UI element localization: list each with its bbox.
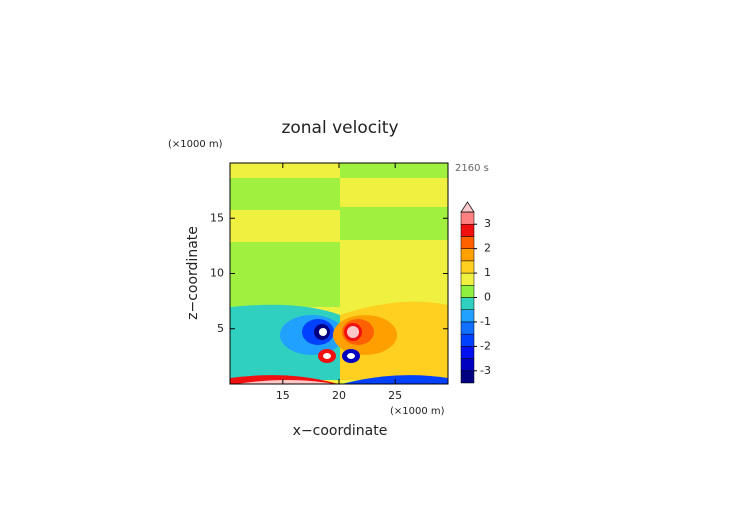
chart-title: zonal velocity xyxy=(281,118,398,138)
colorbar-band xyxy=(460,236,475,249)
colorbar-tick-label: 3 xyxy=(484,217,491,230)
x-unit: (×1000 m) xyxy=(390,406,445,417)
colorbar-band xyxy=(460,272,475,286)
x-tick-label: 20 xyxy=(332,389,346,402)
colorbar-band xyxy=(460,223,475,237)
colorbar-tick-label: 0 xyxy=(484,291,491,304)
colorbar-band xyxy=(460,346,475,359)
colorbar-band xyxy=(460,260,475,274)
colorbar-tick-label: -2 xyxy=(480,339,491,352)
colorbar-band xyxy=(460,248,475,262)
colorbar-tick-label: 1 xyxy=(484,266,491,279)
x-tick-label: 25 xyxy=(388,389,402,402)
colorbar-tick-label: 2 xyxy=(484,242,491,255)
colorbar-tick-label: -3 xyxy=(480,364,491,377)
colorbar-band xyxy=(460,333,475,347)
colorbar-band xyxy=(460,309,475,323)
contour-field xyxy=(230,163,448,384)
colorbar-band xyxy=(460,211,475,225)
colorbar-tick-label: -1 xyxy=(480,315,491,328)
x-axis-label: x−coordinate xyxy=(293,423,388,439)
y-tick-label: 5 xyxy=(217,322,224,335)
x-tick-label: 15 xyxy=(276,389,290,402)
colorbar-band xyxy=(460,358,475,372)
y-unit: (×1000 m) xyxy=(168,139,223,150)
colorbar-band xyxy=(460,370,475,384)
colorbar-band xyxy=(460,297,475,310)
y-tick-label: 15 xyxy=(210,211,224,224)
y-tick-label: 10 xyxy=(210,267,224,280)
colorbar-extension xyxy=(460,201,475,213)
colorbar-band xyxy=(460,321,475,335)
time-label: 2160 s xyxy=(455,163,489,174)
y-axis-label: z−coordinate xyxy=(185,226,201,320)
colorbar-band xyxy=(460,285,475,298)
